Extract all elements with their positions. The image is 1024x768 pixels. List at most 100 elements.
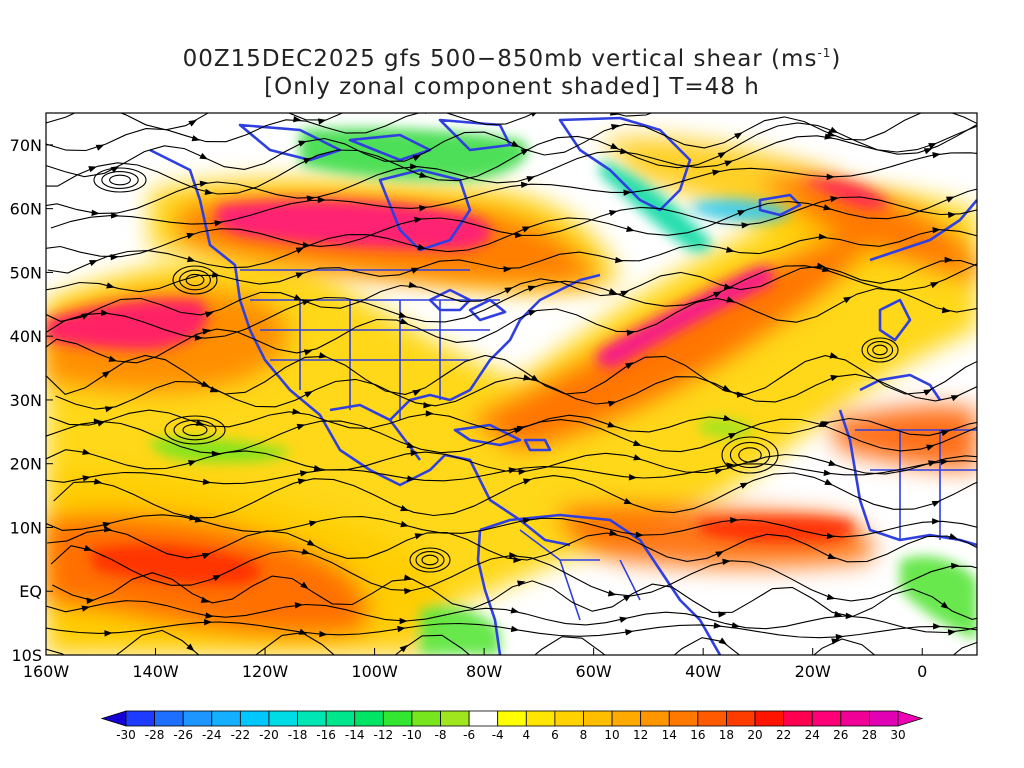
- streamline-arrowhead: [940, 429, 950, 437]
- streamline-arrowhead: [722, 414, 732, 422]
- streamline-arrowhead: [317, 196, 326, 204]
- streamline-arrowhead: [412, 389, 422, 397]
- colorbar-swatch: [640, 710, 670, 727]
- y-tick-label: 10N: [10, 518, 42, 537]
- streamline-arrowhead: [607, 590, 617, 597]
- british-isles: [878, 298, 912, 342]
- streamline-arrowhead: [731, 622, 741, 629]
- streamline-arrowhead: [297, 478, 307, 485]
- y-tick-label: 70N: [10, 136, 42, 155]
- colorbar-label: -30: [116, 728, 136, 742]
- streamline-arrowhead: [404, 587, 413, 595]
- streamline-arrowhead: [713, 622, 722, 629]
- circulation-eddy: [409, 547, 451, 573]
- streamline-arrowhead: [607, 400, 617, 407]
- streamline-arrowhead: [300, 581, 309, 589]
- streamline-arrowhead: [932, 152, 941, 159]
- hudson-bay-coastline: [378, 168, 472, 252]
- x-tick-label: 20W: [795, 662, 831, 681]
- streamline-arrowhead: [829, 126, 839, 133]
- colorbar-swatch: [783, 710, 813, 727]
- streamline-arrowhead: [308, 520, 318, 527]
- circulation-eddy: [109, 174, 131, 186]
- streamline-arrowhead: [93, 418, 102, 425]
- streamline-arrowhead: [826, 173, 835, 181]
- circulation-eddy: [421, 554, 439, 566]
- streamline-arrowhead: [302, 299, 311, 306]
- streamline-arrowhead: [295, 272, 305, 279]
- streamline-arrowhead: [104, 630, 113, 637]
- colorbar-swatch: [211, 710, 241, 727]
- x-tick-label: 40W: [685, 662, 721, 681]
- streamline-arrowhead: [191, 135, 201, 142]
- colorbar-swatch: [297, 710, 327, 727]
- circulation-eddy: [738, 447, 762, 463]
- streamline-arrowhead: [517, 580, 526, 587]
- streamline-arrowhead: [821, 265, 831, 272]
- streamline-arrowhead: [818, 233, 827, 240]
- colorbar-swatch: [125, 710, 155, 727]
- streamline-arrowhead: [296, 423, 306, 430]
- streamline-arrowhead: [932, 518, 941, 525]
- streamline-arrowhead: [399, 318, 409, 325]
- colorbar-swatch: [440, 710, 470, 727]
- colorbar-label: 30: [890, 728, 905, 742]
- streamline-arrowhead: [626, 225, 635, 232]
- greenland-coastline: [558, 116, 692, 212]
- streamline-arrowhead: [406, 441, 416, 449]
- streamline-arrowhead: [615, 256, 624, 264]
- x-axis: 160W 140W 120W 100W 80W 60W 40W 20W 0: [23, 648, 927, 681]
- colorbar-swatch: [697, 710, 727, 727]
- streamline-arrowhead: [520, 148, 530, 156]
- streamline-arrowhead: [303, 349, 313, 356]
- colorbar-swatch: [382, 710, 413, 727]
- streamline: [46, 629, 977, 655]
- x-tick-label: 0: [917, 662, 927, 681]
- streamline-arrowhead: [214, 220, 223, 227]
- streamline-arrowhead: [520, 181, 530, 188]
- streamline: [46, 263, 977, 339]
- streamline-arrowhead: [504, 287, 513, 294]
- x-tick-label: 120W: [242, 662, 289, 681]
- streamline-arrowhead: [101, 370, 111, 379]
- streamline-arrowhead: [81, 605, 90, 612]
- y-tick-label: 50N: [10, 263, 42, 282]
- streamline-arrowhead: [620, 148, 629, 155]
- streamline-arrowhead: [186, 643, 195, 652]
- streamline-arrowhead: [526, 176, 535, 183]
- streamline-arrowhead: [625, 362, 634, 370]
- streamline-arrowhead: [940, 458, 949, 466]
- x-tick-label: 80W: [466, 662, 502, 681]
- streamline-arrowhead: [186, 232, 196, 239]
- colorbar-min-arrow: [100, 710, 127, 727]
- streamline-arrowhead: [100, 309, 110, 317]
- streamline-arrowhead: [829, 352, 839, 359]
- streamline-arrowhead: [737, 210, 746, 217]
- streamline-arrowhead: [212, 575, 222, 582]
- map-frame: [45, 112, 978, 656]
- streamline-arrowhead: [523, 374, 532, 381]
- streamline: [46, 287, 977, 364]
- colorbar-label: -22: [231, 728, 251, 742]
- streamline-arrowhead: [712, 169, 721, 176]
- streamline-arrowhead: [104, 406, 114, 413]
- streamline-arrowhead: [845, 612, 854, 620]
- streamline-arrowhead: [95, 144, 105, 151]
- colorbar-label: -6: [463, 728, 475, 742]
- circulation-eddy: [164, 415, 226, 445]
- streamline-arrowhead: [828, 459, 837, 466]
- x-tick-label: 140W: [132, 662, 179, 681]
- chart-title-line-1: 00Z15DEC2025 gfs 500−850mb vertical shea…: [0, 46, 1024, 72]
- streamline-arrowhead: [818, 421, 828, 427]
- streamline-arrowhead: [319, 630, 328, 638]
- streamline-arrowhead: [626, 329, 635, 337]
- y-axis: 10S EQ 10N 20N 30N 40N 50N 60N 70N: [10, 136, 53, 665]
- circulation-eddy: [185, 273, 205, 287]
- streamline-arrowhead: [304, 391, 313, 398]
- title-unit-superscript: -1: [817, 46, 832, 60]
- circulation-eddy: [172, 265, 218, 295]
- circulation-eddy: [729, 441, 771, 469]
- streamline-arrowhead: [302, 241, 311, 249]
- circulation-eddy: [182, 423, 208, 437]
- streamline-arrowhead: [714, 468, 723, 475]
